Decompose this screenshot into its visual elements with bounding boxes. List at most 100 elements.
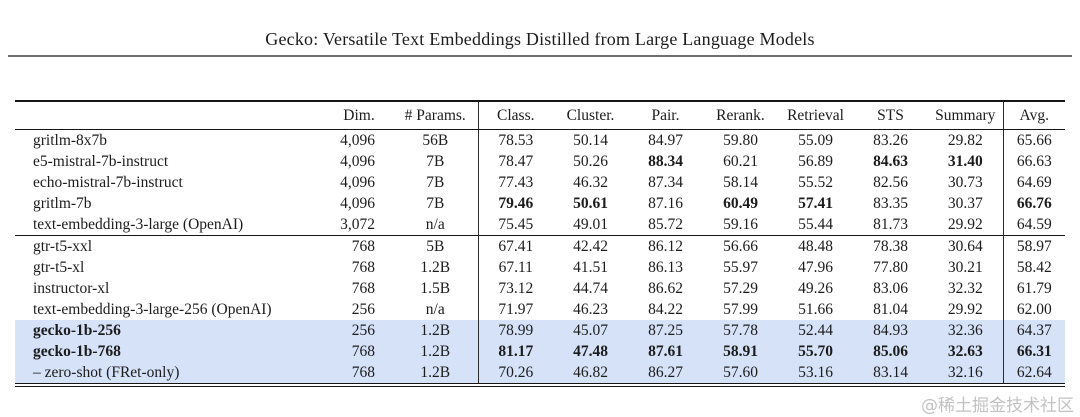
- value-cell: 3,072: [340, 215, 375, 233]
- value-cell: 83.14: [873, 363, 908, 381]
- value-cell: 768: [351, 363, 375, 381]
- value-cell: 86.12: [648, 237, 683, 255]
- value-cell: 46.82: [573, 363, 608, 381]
- column-header-pair: Pair.: [628, 101, 703, 130]
- column-header-params: # Params.: [393, 101, 479, 130]
- value-cell: 83.06: [873, 279, 908, 297]
- model-name-cell: gecko-1b-768: [33, 342, 121, 360]
- value-cell: 46.32: [573, 173, 608, 191]
- value-cell: 32.36: [928, 320, 1004, 341]
- model-name-cell: echo-mistral-7b-instruct: [33, 173, 183, 191]
- value-cell: 88.34: [648, 152, 683, 170]
- value-cell: 58.14: [723, 173, 758, 191]
- value-cell: 83.35: [873, 194, 908, 212]
- value-cell: 78.53: [498, 131, 534, 149]
- watermark: @稀土掘金技术社区: [921, 396, 1074, 416]
- value-cell: 55.09: [798, 131, 833, 149]
- value-cell: 78.47: [498, 152, 534, 170]
- value-cell: 55.44: [798, 215, 833, 233]
- value-cell: 64.59: [1016, 215, 1052, 233]
- value-cell: 44.74: [573, 279, 608, 297]
- table-row: gtr-t5-xl 768 1.2B 67.11 41.51 86.13 55.97 47.9…: [15, 257, 1065, 278]
- value-cell: 57.41: [798, 194, 833, 212]
- table-row: text-embedding-3-large-256 (OpenAI) 256 n/…: [15, 299, 1065, 320]
- value-cell: 81.73: [873, 215, 908, 233]
- column-header-dim: Dim.: [325, 101, 393, 130]
- value-cell: 62.00: [1016, 300, 1052, 318]
- value-cell: 49.26: [798, 279, 833, 297]
- value-cell: 87.34: [648, 173, 683, 191]
- value-cell: 64.37: [1016, 321, 1052, 339]
- column-header-retrieval: Retrieval: [778, 101, 853, 130]
- value-cell: 256: [351, 321, 375, 339]
- value-cell: 52.44: [798, 321, 833, 339]
- value-cell: 59.80: [723, 131, 758, 149]
- value-cell: 61.79: [1016, 279, 1052, 297]
- value-cell: 83.26: [873, 131, 908, 149]
- value-cell: 1.2B: [393, 362, 479, 385]
- model-name-cell: instructor-xl: [33, 279, 110, 297]
- value-cell: 86.62: [648, 279, 683, 297]
- value-cell: 768: [351, 237, 375, 255]
- value-cell: 48.48: [798, 237, 833, 255]
- value-cell: n/a: [393, 299, 479, 320]
- value-cell: 29.92: [928, 299, 1004, 320]
- value-cell: 41.51: [573, 258, 608, 276]
- value-cell: 58.97: [1016, 237, 1052, 255]
- value-cell: 73.12: [498, 279, 534, 297]
- value-cell: 81.04: [873, 300, 908, 318]
- value-cell: 87.16: [648, 194, 683, 212]
- header-row: Dim. # Params. Class. Cluster. Pair. Rer…: [15, 101, 1065, 130]
- results-table: Dim. # Params. Class. Cluster. Pair. Rer…: [15, 100, 1065, 387]
- model-name-cell: text-embedding-3-large-256 (OpenAI): [33, 300, 272, 318]
- value-cell: 57.99: [723, 300, 758, 318]
- model-name-cell: – zero-shot (FRet-only): [33, 363, 180, 381]
- value-cell: 45.07: [573, 321, 608, 339]
- value-cell: 50.61: [573, 194, 608, 212]
- column-header-class: Class.: [478, 101, 553, 130]
- value-cell: 82.56: [873, 173, 908, 191]
- table-row: e5-mistral-7b-instruct 4,096 7B 78.47 50.26 8…: [15, 151, 1065, 172]
- table-row: gecko-1b-768 768 1.2B 81.17 47.48 87.61 58.91 5…: [15, 341, 1065, 362]
- value-cell: 1.2B: [393, 341, 479, 362]
- value-cell: 67.41: [498, 237, 534, 255]
- value-cell: 85.06: [873, 342, 908, 360]
- value-cell: 47.96: [798, 258, 833, 276]
- value-cell: 46.23: [573, 300, 608, 318]
- paper-title: Gecko: Versatile Text Embeddings Distill…: [265, 29, 815, 49]
- model-name-cell: text-embedding-3-large (OpenAI): [33, 215, 244, 233]
- value-cell: 4,096: [340, 152, 375, 170]
- value-cell: 66.76: [1016, 194, 1052, 212]
- value-cell: 57.60: [723, 363, 758, 381]
- value-cell: 78.38: [873, 237, 908, 255]
- value-cell: 256: [351, 300, 375, 318]
- value-cell: 51.66: [798, 300, 833, 318]
- column-header-cluster: Cluster.: [553, 101, 628, 130]
- title-divider: [8, 55, 1072, 57]
- value-cell: 4,096: [340, 194, 375, 212]
- value-cell: 50.14: [573, 131, 608, 149]
- value-cell: 57.29: [723, 279, 758, 297]
- value-cell: 55.70: [798, 342, 833, 360]
- model-name-cell: gritlm-8x7b: [33, 131, 108, 149]
- table-row: gritlm-8x7b 4,096 56B 78.53 50.14 84.97 59.80 5…: [15, 129, 1065, 151]
- column-header-model: [15, 101, 325, 130]
- value-cell: 7B: [393, 193, 479, 214]
- model-name-cell: gtr-t5-xxl: [33, 237, 93, 255]
- value-cell: 1.2B: [393, 320, 479, 341]
- value-cell: 66.63: [1016, 152, 1052, 170]
- value-cell: 4,096: [340, 131, 375, 149]
- value-cell: 84.22: [648, 300, 683, 318]
- value-cell: 56B: [393, 129, 479, 151]
- value-cell: 32.16: [928, 362, 1004, 385]
- value-cell: 84.93: [873, 321, 908, 339]
- value-cell: 29.92: [928, 214, 1004, 236]
- value-cell: 30.37: [928, 193, 1004, 214]
- value-cell: 71.97: [498, 300, 534, 318]
- table-row: gritlm-7b 4,096 7B 79.46 50.61 87.16 60.49 57.4…: [15, 193, 1065, 214]
- value-cell: 85.72: [648, 215, 683, 233]
- value-cell: 7B: [393, 172, 479, 193]
- table-row: echo-mistral-7b-instruct 4,096 7B 77.43 46.3…: [15, 172, 1065, 193]
- value-cell: 86.13: [648, 258, 683, 276]
- column-header-sts: STS: [853, 101, 928, 130]
